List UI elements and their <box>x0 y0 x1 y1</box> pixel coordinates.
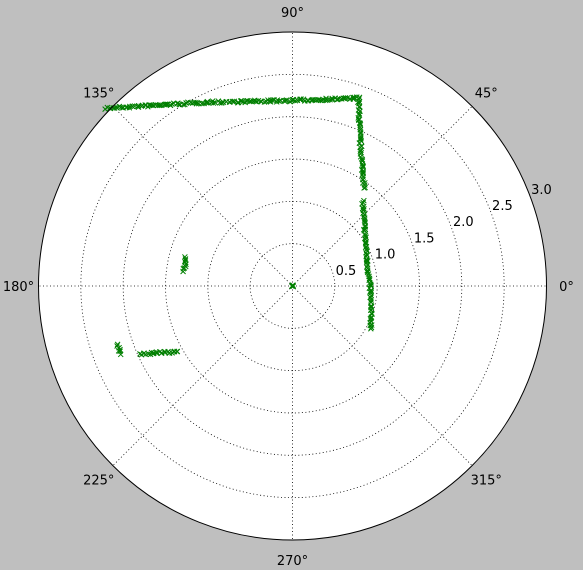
r-tick-label: 1.0 <box>375 248 396 263</box>
data-point <box>366 275 373 282</box>
data-point <box>342 95 349 101</box>
theta-grid-line <box>292 285 473 466</box>
data-point <box>329 96 336 103</box>
theta-tick-label: 270° <box>277 554 308 569</box>
data-point <box>210 100 217 106</box>
r-tick-label: 2.5 <box>492 199 513 214</box>
data-point <box>368 297 374 303</box>
data-point <box>231 98 238 105</box>
data-point <box>356 94 363 101</box>
data-point <box>355 116 362 123</box>
data-point <box>229 98 236 105</box>
data-point <box>138 351 145 358</box>
data-point <box>362 239 369 245</box>
data-point <box>359 156 366 163</box>
data-point <box>162 101 169 108</box>
data-point <box>356 140 363 147</box>
data-point <box>356 99 363 105</box>
data-point <box>290 283 296 290</box>
data-point <box>114 341 121 348</box>
data-point <box>368 324 375 331</box>
r-tick-label: 3.0 <box>531 183 552 198</box>
r-tick-label: 2.0 <box>453 215 474 230</box>
data-point <box>193 99 199 106</box>
data-point <box>129 103 136 110</box>
tick-labels: 0.5 1.0 1.5 2.0 2.5 3.0 0° 45° 90° 135° 180° 225° 27… <box>3 6 574 569</box>
data-point <box>361 179 368 186</box>
data-point <box>361 227 368 234</box>
data-point <box>276 98 282 105</box>
r-tick-label: 1.5 <box>414 231 435 246</box>
data-point <box>368 282 374 288</box>
data-point <box>261 99 268 105</box>
r-grid-circle <box>80 73 505 499</box>
data-point <box>180 268 186 275</box>
theta-tick-label: 225° <box>83 474 114 489</box>
data-point <box>360 162 366 169</box>
theta-tick-label: 90° <box>281 6 304 21</box>
data-point <box>169 101 175 107</box>
theta-tick-label: 135° <box>83 86 114 101</box>
theta-grid-line <box>112 285 293 466</box>
data-marks <box>102 94 375 358</box>
data-point <box>156 102 163 109</box>
data-point <box>367 325 374 332</box>
r-tick-label: 0.5 <box>336 264 357 279</box>
data-point <box>357 130 364 137</box>
r-grid-circle <box>122 116 463 456</box>
data-point <box>199 100 205 107</box>
data-point <box>356 110 363 117</box>
theta-tick-label: 315° <box>471 474 502 489</box>
grid <box>38 32 547 540</box>
data-point <box>212 99 218 106</box>
data-point <box>283 97 290 103</box>
data-point <box>117 351 124 358</box>
theta-tick-label: 180° <box>3 280 34 295</box>
theta-tick-label: 45° <box>475 86 498 101</box>
data-point <box>180 101 187 108</box>
theta-grid-line <box>112 106 293 287</box>
data-point <box>362 184 368 191</box>
data-point <box>359 200 365 207</box>
data-point <box>137 350 143 357</box>
data-point <box>269 97 276 103</box>
data-point <box>290 282 296 289</box>
data-point <box>126 104 133 111</box>
data-point <box>361 206 367 212</box>
data-point <box>183 100 189 106</box>
plot-border <box>38 31 547 541</box>
data-point <box>357 136 364 143</box>
theta-tick-label: 0° <box>559 280 574 295</box>
theta-grid-line <box>292 106 473 287</box>
data-point <box>248 98 254 105</box>
data-point <box>115 348 122 354</box>
data-point <box>161 348 168 355</box>
